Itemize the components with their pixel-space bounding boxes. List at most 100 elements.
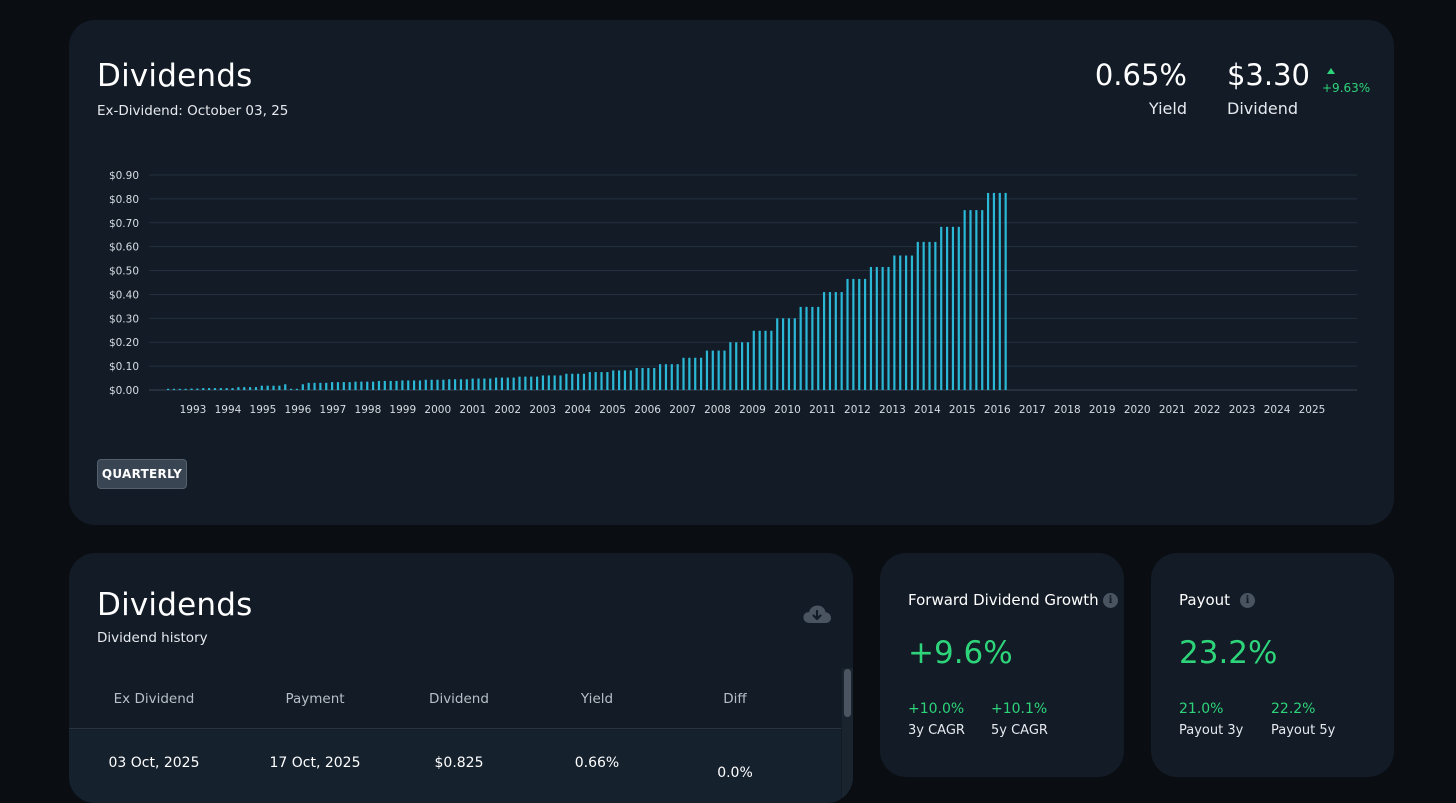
dividend-bar[interactable] (729, 342, 732, 390)
dividend-bar[interactable] (787, 318, 791, 390)
scrollbar-thumb[interactable] (844, 669, 851, 717)
dividend-bar[interactable] (506, 377, 509, 390)
dividend-bar[interactable] (822, 292, 826, 390)
dividend-bar[interactable] (418, 380, 422, 390)
dividend-bar[interactable] (934, 241, 937, 390)
dividend-bar[interactable] (776, 318, 779, 390)
dividend-bar[interactable] (260, 385, 263, 390)
dividend-bar[interactable] (717, 350, 720, 390)
dividend-bar[interactable] (963, 210, 966, 390)
dividend-bar[interactable] (412, 380, 416, 390)
dividend-bar[interactable] (694, 357, 697, 390)
dividend-bar[interactable] (793, 318, 796, 390)
dividend-bar[interactable] (535, 376, 539, 390)
dividend-bar[interactable] (331, 382, 334, 390)
dividend-bar[interactable] (647, 368, 650, 390)
dividend-bar[interactable] (430, 379, 433, 390)
dividend-bar[interactable] (295, 388, 299, 390)
dividend-bar[interactable] (448, 379, 451, 390)
dividend-bar[interactable] (711, 350, 714, 390)
dividend-bar[interactable] (746, 342, 750, 390)
dividend-bar[interactable] (828, 292, 832, 390)
cloud-download-icon[interactable] (802, 603, 832, 625)
dividend-bar[interactable] (225, 388, 228, 390)
dividend-bar[interactable] (243, 387, 246, 390)
dividend-bar[interactable] (981, 210, 984, 390)
dividend-bar[interactable] (372, 381, 375, 390)
dividend-bar[interactable] (752, 330, 755, 390)
dividend-bar[interactable] (360, 381, 363, 390)
dividend-bar[interactable] (208, 388, 211, 390)
dividend-bar[interactable] (202, 388, 205, 390)
dividend-bar[interactable] (875, 266, 878, 390)
dividend-bar[interactable] (483, 378, 486, 390)
dividend-bar[interactable] (764, 330, 767, 390)
dividend-bar[interactable] (307, 382, 310, 390)
dividend-bar[interactable] (453, 379, 457, 390)
dividend-bar[interactable] (366, 381, 369, 390)
column-header-dividend[interactable]: Dividend (429, 691, 489, 707)
dividend-bar[interactable] (881, 266, 884, 390)
dividend-bar[interactable] (172, 388, 176, 390)
dividend-bar[interactable] (863, 278, 867, 390)
dividend-bar[interactable] (840, 292, 843, 390)
dividend-bar[interactable] (623, 370, 627, 390)
dividend-bar[interactable] (688, 357, 691, 390)
dividend-bar[interactable] (278, 385, 281, 390)
dividend-bar[interactable] (846, 278, 849, 390)
dividend-bar[interactable] (664, 364, 668, 390)
dividend-bar[interactable] (395, 380, 398, 390)
dividend-bar[interactable] (682, 357, 685, 390)
dividend-bar[interactable] (723, 350, 726, 390)
dividend-bar[interactable] (600, 372, 603, 390)
dividend-bar[interactable] (922, 241, 925, 390)
dividend-bar[interactable] (284, 384, 287, 390)
dividend-bar[interactable] (530, 376, 533, 390)
dividend-bar[interactable] (928, 241, 931, 390)
dividend-bar[interactable] (916, 241, 919, 390)
dividend-bar[interactable] (951, 226, 955, 390)
dividend-bar[interactable] (178, 388, 181, 390)
dividend-bar[interactable] (582, 373, 586, 390)
dividend-bar[interactable] (231, 388, 234, 390)
dividend-bar[interactable] (196, 388, 199, 390)
dividend-bar[interactable] (565, 373, 568, 390)
dividend-bar[interactable] (641, 368, 644, 390)
dividend-bar[interactable] (465, 379, 468, 390)
dividend-bar[interactable] (770, 330, 773, 390)
dividend-bar[interactable] (998, 192, 1001, 390)
dividend-bar[interactable] (899, 255, 902, 390)
dividend-bar[interactable] (758, 330, 761, 390)
dividend-bar[interactable] (799, 306, 802, 390)
dividend-bar[interactable] (313, 382, 316, 390)
dividend-bar[interactable] (957, 226, 960, 390)
dividend-bar[interactable] (342, 382, 345, 390)
dividend-bar[interactable] (676, 364, 679, 390)
column-header-payment[interactable]: Payment (285, 691, 345, 707)
dividend-bar[interactable] (893, 255, 896, 390)
dividend-bar[interactable] (858, 278, 861, 390)
dividend-bar[interactable] (594, 372, 597, 390)
dividend-bar[interactable] (489, 378, 492, 390)
dividend-bar[interactable] (354, 381, 357, 390)
column-header-diff[interactable]: Diff (723, 691, 747, 707)
quarterly-button[interactable]: QUARTERLY (97, 459, 187, 489)
dividend-bar[interactable] (658, 364, 662, 390)
dividend-bar[interactable] (471, 378, 474, 390)
dividend-bar[interactable] (541, 375, 545, 390)
dividend-bar[interactable] (436, 379, 439, 390)
dividend-bar[interactable] (629, 370, 632, 390)
dividend-bar[interactable] (249, 387, 252, 390)
dividend-bar[interactable] (735, 342, 738, 390)
dividend-bar[interactable] (290, 388, 293, 390)
dividend-bar[interactable] (547, 375, 550, 390)
dividend-bar[interactable] (518, 376, 521, 390)
scrollbar-track[interactable] (842, 668, 853, 803)
dividend-bar[interactable] (986, 192, 990, 390)
column-header-ex-dividend[interactable]: Ex Dividend (113, 691, 195, 707)
table-row[interactable]: 03 Oct, 2025 17 Oct, 2025 $0.825 0.66% 0… (69, 730, 841, 803)
dividend-bar[interactable] (184, 388, 187, 390)
dividend-bar[interactable] (811, 306, 814, 390)
column-header-yield[interactable]: Yield (580, 691, 614, 707)
dividend-bar[interactable] (576, 373, 580, 390)
